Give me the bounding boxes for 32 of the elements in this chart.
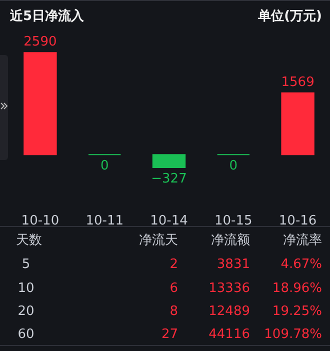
text: 13336 xyxy=(208,281,250,296)
text: 44116 xyxy=(208,327,250,342)
x-tick-label: 10-16 xyxy=(278,214,317,228)
text: 109.78% xyxy=(264,327,322,342)
text: 27 xyxy=(161,327,178,342)
category-label: 20 xyxy=(18,304,34,319)
text: 2 xyxy=(170,257,178,272)
category-label: 净流率 xyxy=(283,232,322,248)
data-label: 1569 xyxy=(281,74,314,90)
text: 18.96% xyxy=(272,281,322,296)
category-label: 天数 xyxy=(16,233,42,248)
chart-title: 近5日净流入 xyxy=(10,8,84,25)
category-label: 60 xyxy=(18,327,34,342)
category-label: 5 xyxy=(22,257,30,272)
text: 8 xyxy=(170,304,178,319)
text: 6 xyxy=(170,281,178,296)
x-tick-label: 10-14 xyxy=(150,214,188,228)
category-label: 净流额 xyxy=(211,232,250,248)
text: 19.25% xyxy=(272,304,322,319)
x-tick-label: 10-10 xyxy=(21,214,60,228)
text: 单位(万元) xyxy=(258,8,322,25)
x-tick-label: 10-11 xyxy=(86,214,124,228)
text: 4.67% xyxy=(280,257,322,272)
data-label: 2590 xyxy=(24,34,57,50)
category-label: 净流天 xyxy=(139,232,178,248)
category-label: 10 xyxy=(18,281,34,296)
data-label: 0 xyxy=(229,158,238,174)
data-label: 0 xyxy=(100,158,109,174)
text: 12489 xyxy=(208,304,250,319)
text: 3831 xyxy=(216,257,250,272)
data-label: −327 xyxy=(151,172,187,187)
x-tick-label: 10-15 xyxy=(214,214,252,228)
